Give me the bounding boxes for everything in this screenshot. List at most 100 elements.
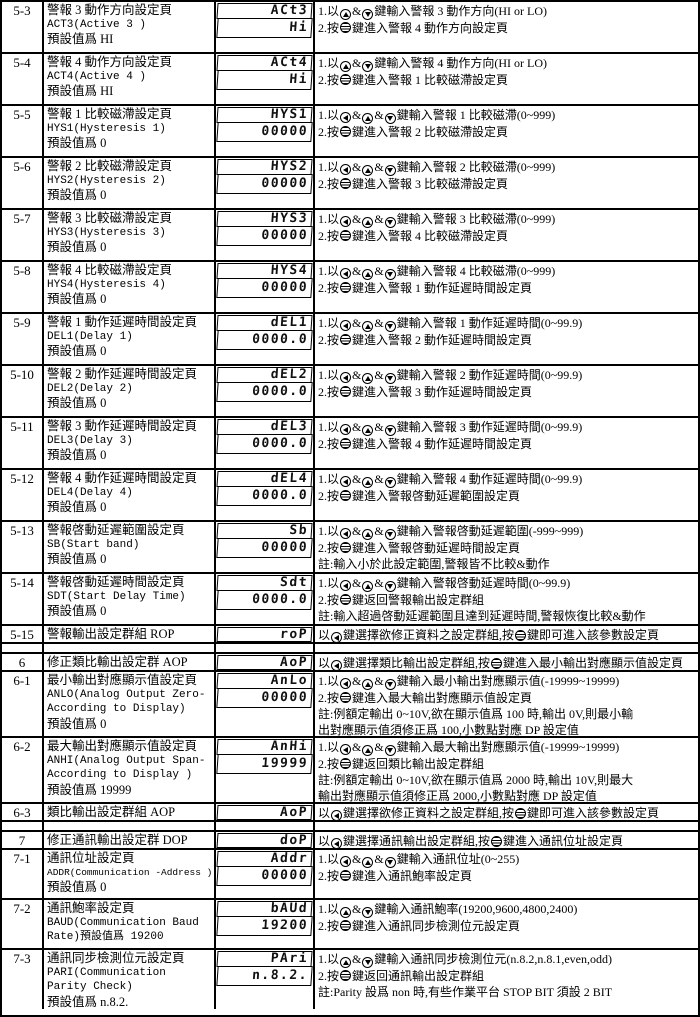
down-key-icon-glyph xyxy=(387,375,394,381)
desc-line: 警報 3 動作延遲時間設定頁 xyxy=(47,419,198,433)
display-group-box: doP xyxy=(216,833,313,848)
row-id-cell: 5-6 xyxy=(2,158,44,208)
instruction-line: 1.以 & & 鍵輸入警報 4 比較磁滯(0~999) xyxy=(318,264,556,280)
instructions-cell xyxy=(315,644,698,652)
left-key-icon-glyph xyxy=(334,662,340,669)
desc-line: 預設值爲 19999 xyxy=(47,782,132,797)
instruction-line: 2.按 鍵進入警報 4 動作方向設定頁 xyxy=(318,20,509,35)
row-id-cell: 5-10 xyxy=(2,366,44,416)
instructions-cell: 1.以 & & 鍵輸入警報 4 動作延遲時間(0~99.9) 2.按 鍵進入警報啓動延遲範… xyxy=(315,470,698,520)
down-key-icon xyxy=(362,956,374,968)
down-key-icon xyxy=(384,476,396,488)
desc-line: 警報啓動延遲時間設定頁 xyxy=(47,575,185,589)
table-row: 6-3 類比輸出設定群組 AOP AoP 以鍵選擇欲修正資料之設定群組,按 鍵即可進入該… xyxy=(2,804,698,822)
enter-key-icon xyxy=(340,386,352,397)
desc-line: SB(Start band) xyxy=(47,538,140,551)
down-key-icon xyxy=(384,856,396,868)
left-key-icon-glyph xyxy=(343,374,349,381)
down-key-icon xyxy=(384,164,396,176)
up-key-icon xyxy=(362,678,374,690)
display-cell: AnLo 00000 xyxy=(216,672,315,736)
desc-line: DEL2(Delay 2) xyxy=(47,382,133,395)
display-group-box: roP xyxy=(216,627,313,642)
param-desc-cell: 警報 1 動作延遲時間設定頁 DEL1(Delay 1) 預設值爲 0 xyxy=(44,314,216,364)
up-key-icon-glyph xyxy=(364,219,371,225)
up-key-icon-glyph xyxy=(342,909,349,915)
enter-key-icon xyxy=(340,282,352,293)
enter-key-icon xyxy=(491,835,503,847)
desc-line: 預設值爲 0 xyxy=(47,552,107,567)
instruction-line: 2.按 鍵進入警報 1 比較磁滯設定頁 xyxy=(318,72,509,87)
enter-key-icon xyxy=(340,692,352,703)
up-key-icon xyxy=(340,906,352,918)
left-key-icon xyxy=(340,424,352,435)
row-id-cell: 5-12 xyxy=(2,470,44,520)
desc-line: 警報 2 動作延遲時間設定頁 xyxy=(47,367,198,381)
desc-line: ACT3(Active 3 ) xyxy=(47,18,147,31)
up-key-icon-glyph xyxy=(364,323,371,329)
display-cell: HYS2 00000 xyxy=(216,158,315,208)
display-value-box: Hi xyxy=(216,70,313,90)
display-cell: ACt4 Hi xyxy=(216,54,315,104)
param-desc-cell: 警報 3 動作延遲時間設定頁 DEL3(Delay 3) 預設值爲 0 xyxy=(44,418,216,468)
desc-line: HYS1(Hysteresis 1) xyxy=(47,122,166,135)
display-cell xyxy=(216,644,315,652)
instruction-line: 2.按 鍵進入警報 3 動作延遲時間設定頁 xyxy=(318,384,533,399)
desc-line: 通訊位址設定頁 xyxy=(47,851,135,865)
display-value-box: 00000 xyxy=(216,538,313,558)
desc-line: DEL4(Delay 4) xyxy=(47,486,133,499)
param-desc-cell: 通訊同步檢測位元設定頁 PARI(Communication Parity Chec… xyxy=(44,950,216,1009)
param-desc-cell: 警報 4 比較磁滯設定頁 HYS4(Hysteresis 4) 預設值爲 0 xyxy=(44,262,216,312)
instructions-cell: 1.以 & & 鍵輸入警報 4 比較磁滯(0~999) 2.按 鍵進入警報 1 動作延遲時… xyxy=(315,262,698,312)
table-row: 5-9 警報 1 動作延遲時間設定頁 DEL1(Delay 1) 預設值爲 0 dEL1… xyxy=(2,314,698,366)
down-key-icon-glyph xyxy=(387,859,394,865)
up-key-icon xyxy=(362,268,374,280)
desc-line: 警報 1 動作延遲時間設定頁 xyxy=(47,315,198,329)
display-page-box: dEL3 xyxy=(216,419,313,435)
desc-line: 預設值爲 0 xyxy=(47,344,107,359)
display-page-box: HYS4 xyxy=(216,263,313,279)
desc-line: 預設值爲 0 xyxy=(47,396,107,411)
left-key-icon xyxy=(340,268,352,279)
enter-key-icon xyxy=(491,657,503,669)
instruction-line: 1.以 & & 鍵輸入警報 2 比較磁滯(0~999) xyxy=(318,160,556,176)
left-key-icon xyxy=(340,320,352,331)
instruction-line: 1.以 & & 鍵輸入最小輸出對應顯示值(-19999~19999) xyxy=(318,674,620,690)
instructions-cell: 1.以 & & 鍵輸入警報 3 動作延遲時間(0~99.9) 2.按 鍵進入警報 4 動作… xyxy=(315,418,698,468)
instruction-line: 1.以 & & 鍵輸入警報 2 動作延遲時間(0~99.9) xyxy=(318,368,583,384)
enter-key-icon xyxy=(515,807,527,819)
desc-line: HYS4(Hysteresis 4) xyxy=(47,278,166,291)
param-desc-cell: 警報 2 動作延遲時間設定頁 DEL2(Delay 2) 預設值爲 0 xyxy=(44,366,216,416)
desc-line: DEL1(Delay 1) xyxy=(47,330,133,343)
down-key-icon-glyph xyxy=(387,167,394,173)
display-cell: HYS4 00000 xyxy=(216,262,315,312)
display-value-box: 0000.0 xyxy=(216,590,313,610)
display-cell: AoP xyxy=(216,654,315,670)
row-id-cell xyxy=(2,822,44,830)
row-id-cell: 5-7 xyxy=(2,210,44,260)
desc-line: 預設值爲 n.8.2. xyxy=(47,994,129,1009)
down-key-icon-glyph xyxy=(387,583,394,589)
desc-line: 警報 1 比較磁滯設定頁 xyxy=(47,107,173,121)
instruction-line: 1.以 & & 鍵輸入警報 3 比較磁滯(0~999) xyxy=(318,212,556,228)
display-page-box: HYS3 xyxy=(216,211,313,227)
down-key-icon xyxy=(384,744,396,756)
row-id-cell: 5-15 xyxy=(2,626,44,642)
desc-line: HYS3(Hysteresis 3) xyxy=(47,226,166,239)
down-key-icon-glyph xyxy=(387,531,394,537)
down-key-icon xyxy=(384,372,396,384)
left-key-icon-glyph xyxy=(343,858,349,865)
row-id-cell: 5-9 xyxy=(2,314,44,364)
display-group-box: AoP xyxy=(216,805,313,820)
desc-line: 預設值爲 0 xyxy=(47,136,107,151)
desc-line: 警報啓動延遲範圍設定頁 xyxy=(47,523,185,537)
enter-key-icon xyxy=(340,178,352,189)
display-value-box: 00000 xyxy=(216,866,313,886)
display-value-box: 00000 xyxy=(216,122,313,142)
down-key-icon xyxy=(362,60,374,72)
left-key-icon xyxy=(331,660,343,670)
display-page-box: Addr xyxy=(216,851,313,867)
row-id-cell: 5-14 xyxy=(2,574,44,624)
